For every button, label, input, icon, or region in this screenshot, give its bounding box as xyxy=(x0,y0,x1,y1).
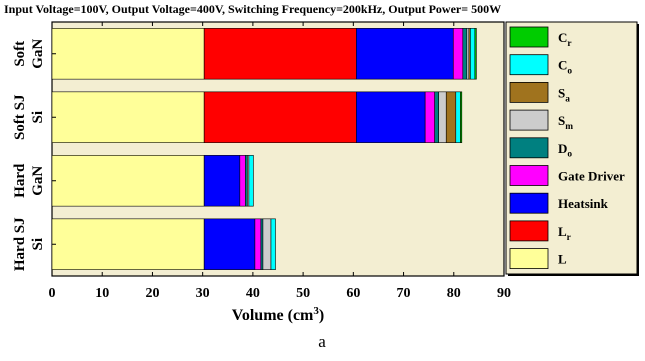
x-tick-label: 50 xyxy=(296,286,310,301)
bar-segment xyxy=(51,155,205,207)
bar-segment xyxy=(51,28,205,80)
bar-segment xyxy=(51,218,205,270)
legend-label: Do xyxy=(558,141,572,160)
bars-layer xyxy=(51,28,477,270)
legend-swatch xyxy=(509,192,549,214)
y-tick-label-top: Soft xyxy=(12,41,28,67)
legend-label: L xyxy=(558,252,567,267)
legend-label: Cr xyxy=(558,30,572,49)
figure-caption: a xyxy=(318,332,326,351)
bar-segment xyxy=(245,155,248,207)
y-tick-label-sub: Si xyxy=(30,111,46,124)
legend-label: Sm xyxy=(558,113,573,132)
bar-segment xyxy=(462,28,468,80)
x-axis: 0 10 20 30 40 50 60 70 80 90 xyxy=(49,22,511,301)
bar-segment xyxy=(455,91,461,143)
bar-segment xyxy=(434,91,440,143)
bar-segment xyxy=(239,155,246,207)
x-tick-label: 60 xyxy=(346,286,360,301)
legend-swatch xyxy=(509,82,549,103)
bar-segment xyxy=(203,155,241,207)
y-tick-label-top: Hard SJ xyxy=(12,217,28,271)
bar-segment xyxy=(203,28,357,80)
bar-segment xyxy=(51,91,205,143)
y-tick-label-sub: GaN xyxy=(30,39,46,69)
x-tick-label: 10 xyxy=(95,286,109,301)
legend-label: Heatsink xyxy=(558,196,609,211)
legend-swatch xyxy=(509,248,549,270)
bar-segment xyxy=(445,91,457,143)
legend-swatch xyxy=(509,26,549,48)
bar-segment xyxy=(254,218,262,270)
bar-segment xyxy=(262,218,272,270)
y-tick-label-top: Soft SJ xyxy=(12,94,28,140)
legend: Cr Co Sa Sm Do Gate Driver Heatsink Lr L xyxy=(505,21,639,276)
x-tick-label: 90 xyxy=(497,286,511,301)
chart-title: Input Voltage=100V, Output Voltage=400V,… xyxy=(4,2,501,16)
bar-segment xyxy=(260,218,264,270)
bar-segment xyxy=(460,91,463,143)
bar-segment xyxy=(203,218,256,270)
bar-segment xyxy=(248,155,254,207)
x-axis-label-sup: 3 xyxy=(313,305,319,317)
bar-segment xyxy=(466,28,470,80)
y-tick-label-sub: GaN xyxy=(30,166,46,196)
legend-swatch xyxy=(509,165,549,186)
x-axis-label-text: Volume (cm xyxy=(232,307,314,324)
legend-label: Sa xyxy=(558,85,570,104)
y-tick-label-top: Hard xyxy=(12,163,28,198)
legend-swatch xyxy=(509,54,549,76)
bar-segment xyxy=(424,91,435,143)
bar-segment xyxy=(470,28,476,80)
bar-segment xyxy=(474,28,477,80)
x-tick-label: 30 xyxy=(196,286,210,301)
bar-segment xyxy=(452,28,464,80)
bar-segment xyxy=(356,28,454,80)
x-axis-label-close: ) xyxy=(319,307,324,324)
x-tick-label: 20 xyxy=(145,286,159,301)
bar-segment xyxy=(270,218,276,270)
legend-label: Gate Driver xyxy=(558,169,625,184)
bar-segment xyxy=(203,91,357,143)
legend-label: Co xyxy=(558,58,572,77)
legend-swatch xyxy=(509,220,549,242)
x-tick-label: 80 xyxy=(447,286,461,301)
bar-segment xyxy=(356,91,426,143)
legend-label: Lr xyxy=(558,224,571,243)
x-tick-label: 40 xyxy=(246,286,260,301)
y-tick-label-sub: Si xyxy=(30,238,46,251)
x-axis-label: Volume (cm3) xyxy=(232,305,324,324)
legend-swatch xyxy=(509,137,549,159)
bar-segment xyxy=(438,91,447,143)
x-tick-label: 0 xyxy=(49,286,56,301)
legend-swatch xyxy=(509,109,549,131)
x-tick-label: 70 xyxy=(397,286,411,301)
